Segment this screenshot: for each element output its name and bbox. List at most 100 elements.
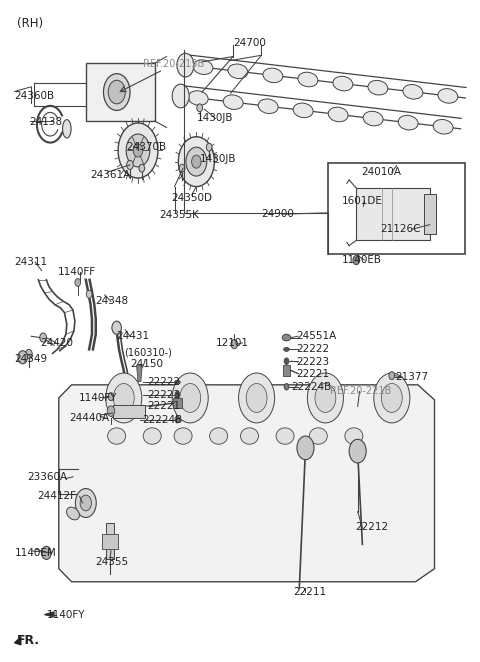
Ellipse shape — [284, 348, 289, 352]
Text: FR.: FR. — [17, 634, 40, 647]
Circle shape — [246, 383, 267, 412]
Circle shape — [112, 321, 121, 334]
Circle shape — [192, 155, 201, 168]
Circle shape — [118, 123, 158, 178]
Text: 24900: 24900 — [261, 209, 294, 219]
Circle shape — [284, 358, 289, 365]
Text: 24440A: 24440A — [69, 412, 109, 422]
Text: 24311: 24311 — [14, 257, 48, 267]
Circle shape — [239, 373, 275, 423]
Circle shape — [108, 80, 125, 104]
Polygon shape — [14, 637, 21, 645]
Circle shape — [382, 383, 402, 412]
Ellipse shape — [345, 428, 363, 444]
Circle shape — [315, 383, 336, 412]
Circle shape — [18, 351, 27, 364]
Bar — [356, 188, 430, 240]
Text: 1430JB: 1430JB — [196, 113, 233, 123]
Circle shape — [389, 371, 395, 379]
Circle shape — [106, 373, 142, 423]
Text: 22212: 22212 — [355, 522, 388, 532]
Circle shape — [139, 164, 144, 172]
Polygon shape — [59, 385, 434, 582]
Text: 22221: 22221 — [296, 369, 329, 379]
Text: 21126C: 21126C — [380, 224, 420, 234]
Circle shape — [40, 333, 47, 342]
Ellipse shape — [438, 89, 458, 103]
Circle shape — [107, 406, 115, 416]
Text: 24355K: 24355K — [159, 211, 199, 220]
Circle shape — [172, 373, 208, 423]
Ellipse shape — [210, 428, 228, 444]
Text: 12101: 12101 — [216, 338, 248, 348]
Bar — [86, 63, 155, 121]
Circle shape — [133, 144, 143, 157]
Text: (160310-): (160310-) — [124, 347, 172, 357]
Text: 22224B: 22224B — [143, 414, 183, 424]
Text: 22222: 22222 — [296, 344, 329, 354]
Bar — [113, 404, 145, 418]
Ellipse shape — [328, 107, 348, 122]
Circle shape — [108, 393, 114, 401]
Text: 22224B: 22224B — [291, 382, 332, 392]
Text: 1140EB: 1140EB — [342, 255, 382, 265]
Text: 24431: 24431 — [117, 331, 150, 341]
Circle shape — [75, 489, 96, 518]
Circle shape — [25, 350, 32, 359]
Circle shape — [179, 164, 185, 172]
Text: 1140FY: 1140FY — [79, 393, 117, 403]
Circle shape — [353, 256, 360, 265]
Ellipse shape — [108, 428, 126, 444]
Circle shape — [104, 73, 130, 111]
Text: 22222: 22222 — [147, 377, 180, 387]
Circle shape — [297, 436, 314, 459]
Text: 24412F: 24412F — [37, 491, 76, 501]
Text: 1140EM: 1140EM — [14, 548, 56, 558]
Circle shape — [86, 291, 92, 298]
Circle shape — [42, 546, 51, 559]
Text: 1140FF: 1140FF — [57, 267, 96, 277]
Ellipse shape — [67, 507, 79, 520]
Ellipse shape — [263, 68, 283, 83]
Bar — [424, 195, 436, 234]
Text: 24361A: 24361A — [91, 169, 131, 180]
Ellipse shape — [174, 428, 192, 444]
Text: 22223: 22223 — [296, 357, 329, 367]
Circle shape — [307, 373, 343, 423]
Circle shape — [113, 383, 134, 412]
Bar — [328, 163, 466, 254]
Text: (RH): (RH) — [17, 17, 43, 30]
Bar — [173, 398, 181, 408]
Circle shape — [172, 84, 189, 108]
Circle shape — [175, 416, 180, 423]
Ellipse shape — [223, 95, 243, 109]
Bar — [283, 365, 290, 375]
Ellipse shape — [193, 60, 213, 75]
Ellipse shape — [175, 380, 180, 384]
Circle shape — [80, 495, 92, 511]
Ellipse shape — [62, 120, 71, 138]
Ellipse shape — [276, 428, 294, 444]
Circle shape — [177, 54, 194, 77]
Ellipse shape — [298, 72, 318, 87]
Ellipse shape — [240, 428, 259, 444]
Text: 24355: 24355 — [96, 557, 129, 567]
Text: 24360B: 24360B — [14, 91, 55, 101]
Text: 24010A: 24010A — [361, 167, 401, 177]
Text: 24370B: 24370B — [126, 142, 166, 152]
Text: 22211: 22211 — [293, 587, 326, 597]
Text: 24420: 24420 — [41, 338, 74, 348]
Circle shape — [175, 391, 180, 398]
Polygon shape — [45, 612, 54, 616]
Ellipse shape — [363, 111, 383, 126]
Ellipse shape — [282, 334, 291, 341]
Text: 1430JB: 1430JB — [200, 154, 236, 164]
Text: 24551A: 24551A — [296, 331, 336, 341]
Text: REF.20-215B: REF.20-215B — [143, 60, 204, 70]
Circle shape — [374, 373, 410, 423]
Circle shape — [197, 104, 203, 112]
Text: 24150: 24150 — [130, 359, 163, 369]
Text: 24349: 24349 — [14, 354, 48, 363]
Text: 22221: 22221 — [147, 401, 180, 412]
Ellipse shape — [398, 115, 418, 130]
